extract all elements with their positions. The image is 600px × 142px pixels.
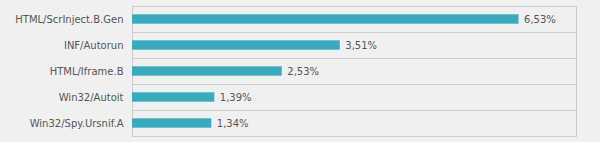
svg-text:1,39%: 1,39%: [220, 92, 252, 103]
svg-text:Win32/Autoit: Win32/Autoit: [59, 92, 124, 103]
svg-text:HTML/Iframe.B: HTML/Iframe.B: [50, 66, 124, 77]
svg-text:3,51%: 3,51%: [345, 40, 377, 51]
svg-text:1,34%: 1,34%: [217, 118, 249, 129]
svg-text:INF/Autorun: INF/Autorun: [64, 40, 124, 51]
svg-text:HTML/ScrInject.B.Gen: HTML/ScrInject.B.Gen: [15, 14, 123, 25]
svg-text:2,53%: 2,53%: [287, 66, 319, 77]
svg-text:6,53%: 6,53%: [524, 14, 556, 25]
svg-text:Win32/Spy.Ursnif.A: Win32/Spy.Ursnif.A: [30, 118, 124, 129]
